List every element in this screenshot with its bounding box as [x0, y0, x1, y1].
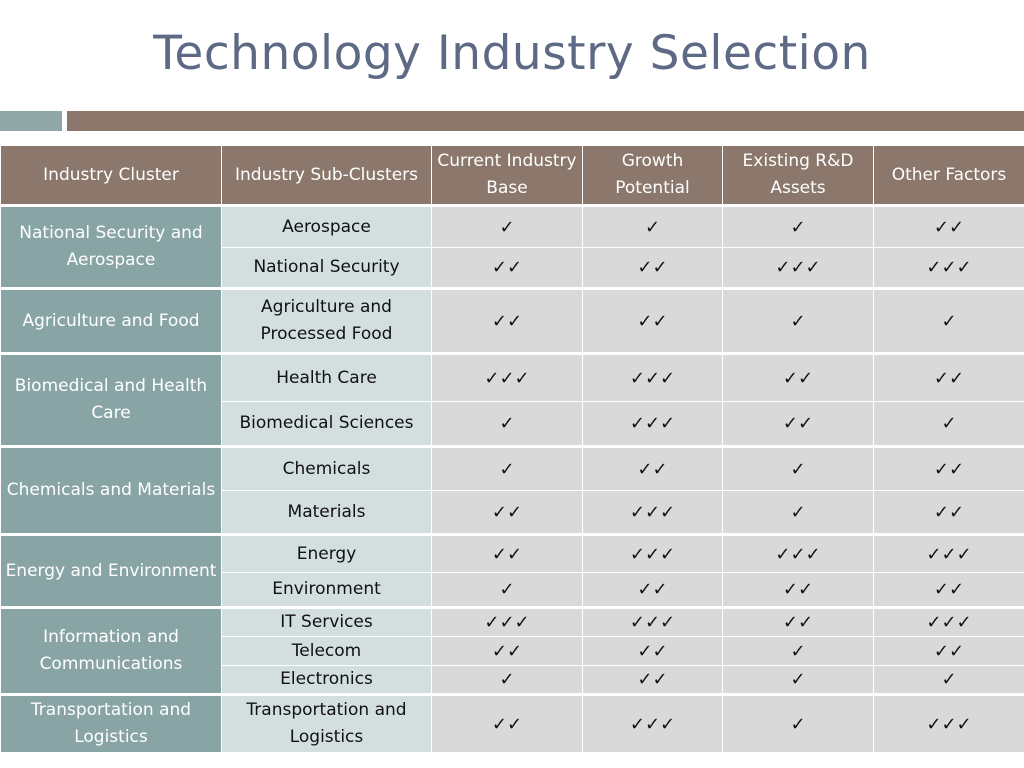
table-row: Telecom ✓✓ ✓✓ ✓ ✓✓ [1, 636, 1024, 666]
other-factors-rating: ✓✓✓ [873, 533, 1024, 573]
table-row: Materials ✓✓ ✓✓✓ ✓ ✓✓ [1, 490, 1024, 535]
table-row: Transportation and Logistics Transportat… [0, 693, 1024, 753]
header-other-factors: Other Factors [873, 145, 1024, 206]
other-factors-rating: ✓✓ [873, 572, 1024, 608]
header-industry-cluster: Industry Cluster [0, 145, 222, 206]
table-row: Electronics ✓ ✓✓ ✓ ✓ [1, 665, 1024, 695]
other-factors-rating: ✓✓ [873, 445, 1024, 491]
rd-assets-rating: ✓ [722, 287, 874, 354]
growth-potential-rating: ✓✓✓ [582, 352, 723, 402]
rd-assets-rating: ✓✓ [722, 401, 874, 447]
sub-cluster-cell: Materials [221, 490, 432, 535]
other-factors-rating: ✓✓ [873, 490, 1024, 535]
growth-potential-rating: ✓✓ [582, 572, 723, 608]
rd-assets-rating: ✓✓ [722, 606, 874, 637]
growth-potential-rating: ✓✓✓ [582, 606, 723, 637]
sub-cluster-cell: Aerospace [221, 204, 432, 248]
other-factors-rating: ✓ [873, 665, 1024, 695]
growth-potential-rating: ✓✓✓ [582, 693, 723, 753]
other-factors-rating: ✓✓✓ [873, 247, 1024, 289]
current-base-rating: ✓✓ [431, 533, 583, 573]
growth-potential-rating: ✓✓✓ [582, 533, 723, 573]
current-base-rating: ✓✓ [431, 287, 583, 354]
current-base-rating: ✓✓✓ [431, 352, 583, 402]
other-factors-rating: ✓ [873, 287, 1024, 354]
growth-potential-rating: ✓✓ [582, 287, 723, 354]
sub-cluster-cell: Energy [221, 533, 432, 573]
rd-assets-rating: ✓✓ [722, 572, 874, 608]
rd-assets-rating: ✓✓ [722, 352, 874, 402]
header-current-industry-base: Current Industry Base [431, 145, 583, 206]
current-base-rating: ✓✓ [431, 490, 583, 535]
table-row: Biomedical and Health Care Health Care ✓… [0, 352, 1024, 447]
current-base-rating: ✓ [431, 445, 583, 491]
other-factors-rating: ✓✓ [873, 204, 1024, 248]
table-row: Chemicals and Materials Chemicals ✓ ✓✓ ✓… [0, 445, 1024, 535]
growth-potential-rating: ✓✓ [582, 636, 723, 666]
current-base-rating: ✓✓ [431, 636, 583, 666]
cluster-cell: Agriculture and Food [0, 287, 222, 354]
industry-selection-table: Industry Cluster Industry Sub-Clusters C… [0, 145, 1024, 753]
current-base-rating: ✓✓ [431, 247, 583, 289]
rd-assets-rating: ✓ [722, 204, 874, 248]
rd-assets-rating: ✓ [722, 445, 874, 491]
cluster-cell: Energy and Environment [0, 533, 222, 608]
table-row: National Security ✓✓ ✓✓ ✓✓✓ ✓✓✓ [1, 247, 1024, 289]
page-title: Technology Industry Selection [153, 26, 871, 81]
current-base-rating: ✓ [431, 665, 583, 695]
other-factors-rating: ✓✓✓ [873, 606, 1024, 637]
sub-cluster-cell: Biomedical Sciences [221, 401, 432, 447]
cluster-cell: Information and Communications [0, 606, 222, 695]
table-row: Energy and Environment Energy ✓✓ ✓✓✓ ✓✓✓… [0, 533, 1024, 608]
current-base-rating: ✓ [431, 572, 583, 608]
growth-potential-rating: ✓✓✓ [582, 490, 723, 535]
table-header-row: Industry Cluster Industry Sub-Clusters C… [0, 145, 1024, 206]
growth-potential-rating: ✓✓ [582, 445, 723, 491]
growth-potential-rating: ✓ [582, 204, 723, 248]
header-existing-rd-assets: Existing R&D Assets [722, 145, 874, 206]
rd-assets-rating: ✓ [722, 693, 874, 753]
other-factors-rating: ✓✓ [873, 352, 1024, 402]
sub-cluster-cell: Environment [221, 572, 432, 608]
header-industry-sub-clusters: Industry Sub-Clusters [221, 145, 432, 206]
other-factors-rating: ✓ [873, 401, 1024, 447]
cluster-cell: Chemicals and Materials [0, 445, 222, 535]
other-factors-rating: ✓✓✓ [873, 693, 1024, 753]
sub-cluster-cell: Transportation and Logistics [221, 693, 432, 753]
sub-cluster-cell: IT Services [221, 606, 432, 637]
rd-assets-rating: ✓✓✓ [722, 247, 874, 289]
growth-potential-rating: ✓✓✓ [582, 401, 723, 447]
table-row: Biomedical Sciences ✓ ✓✓✓ ✓✓ ✓ [1, 401, 1024, 447]
cluster-cell: Biomedical and Health Care [0, 352, 222, 447]
current-base-rating: ✓ [431, 401, 583, 447]
header-growth-potential: Growth Potential [582, 145, 723, 206]
growth-potential-rating: ✓✓ [582, 247, 723, 289]
sub-cluster-cell: Electronics [221, 665, 432, 695]
table-row: Agriculture and Food Agriculture and Pro… [0, 287, 1024, 354]
current-base-rating: ✓ [431, 204, 583, 248]
table-row: National Security and Aerospace Aerospac… [0, 204, 1024, 289]
rd-assets-rating: ✓✓✓ [722, 533, 874, 573]
divider-bar [67, 111, 1024, 131]
cluster-cell: National Security and Aerospace [0, 204, 222, 289]
sub-cluster-cell: Health Care [221, 352, 432, 402]
rd-assets-rating: ✓ [722, 490, 874, 535]
sub-cluster-cell: Agriculture and Processed Food [221, 287, 432, 354]
accent-bar [0, 111, 62, 131]
table-row: Information and Communications IT Servic… [0, 606, 1024, 695]
sub-cluster-cell: Chemicals [221, 445, 432, 491]
table-row: Environment ✓ ✓✓ ✓✓ ✓✓ [1, 572, 1024, 608]
rd-assets-rating: ✓ [722, 636, 874, 666]
table-body: National Security and Aerospace Aerospac… [0, 204, 1024, 753]
cluster-cell: Transportation and Logistics [0, 693, 222, 753]
growth-potential-rating: ✓✓ [582, 665, 723, 695]
rd-assets-rating: ✓ [722, 665, 874, 695]
current-base-rating: ✓✓✓ [431, 606, 583, 637]
sub-cluster-cell: National Security [221, 247, 432, 289]
other-factors-rating: ✓✓ [873, 636, 1024, 666]
current-base-rating: ✓✓ [431, 693, 583, 753]
sub-cluster-cell: Telecom [221, 636, 432, 666]
